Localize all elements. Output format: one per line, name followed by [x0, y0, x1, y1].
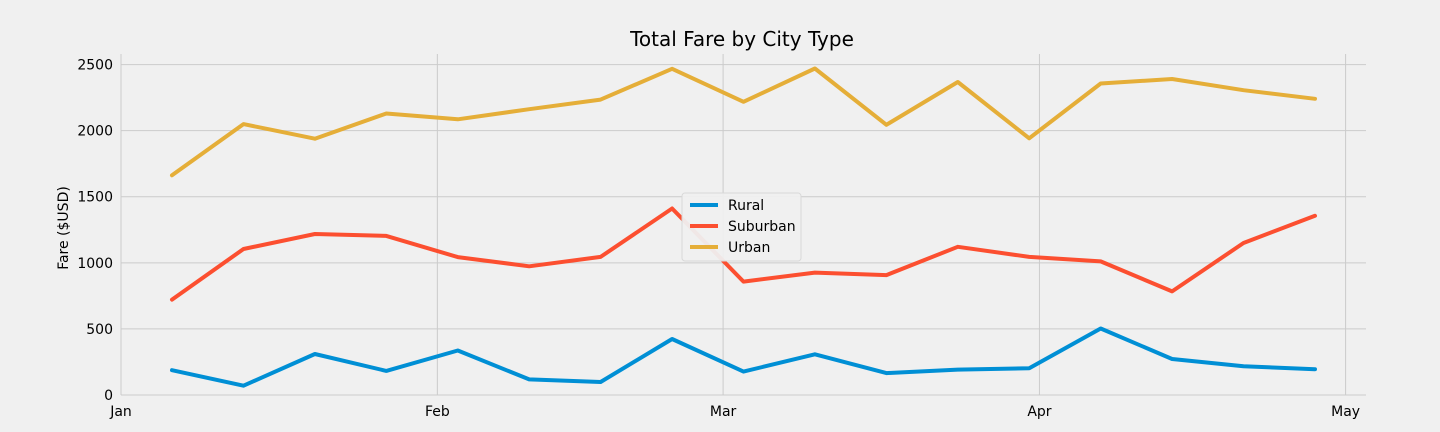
x-tick-label: Feb — [425, 404, 450, 420]
y-tick-label: 500 — [86, 322, 113, 338]
series-line-suburban — [170, 206, 1317, 302]
y-tick-label: 1500 — [77, 190, 113, 206]
legend-label: Suburban — [728, 219, 796, 235]
chart-title: Total Fare by City Type — [629, 27, 854, 51]
legend-label: Urban — [728, 240, 770, 256]
legend: Rural Suburban Urban — [681, 192, 802, 262]
series-line-rural — [170, 326, 1317, 388]
x-tick-label: May — [1331, 404, 1360, 420]
legend-box — [681, 192, 802, 262]
x-tick-label: Mar — [710, 404, 737, 420]
series-lines — [170, 66, 1317, 388]
series-line-urban — [170, 66, 1317, 178]
y-tick-label: 1000 — [77, 256, 113, 272]
grid — [120, 54, 1366, 396]
legend-label: Rural — [728, 198, 764, 214]
tick-labels: 0 500 1000 1500 2000 2500 Jan Feb Mar Apr May — [77, 58, 1360, 420]
y-tick-label: 2000 — [77, 124, 113, 140]
y-tick-label: 0 — [104, 388, 113, 404]
x-tick-label: Jan — [109, 404, 132, 420]
x-tick-label: Apr — [1027, 404, 1051, 420]
y-tick-label: 2500 — [77, 58, 113, 74]
y-axis-title: Fare ($USD) — [56, 186, 72, 270]
